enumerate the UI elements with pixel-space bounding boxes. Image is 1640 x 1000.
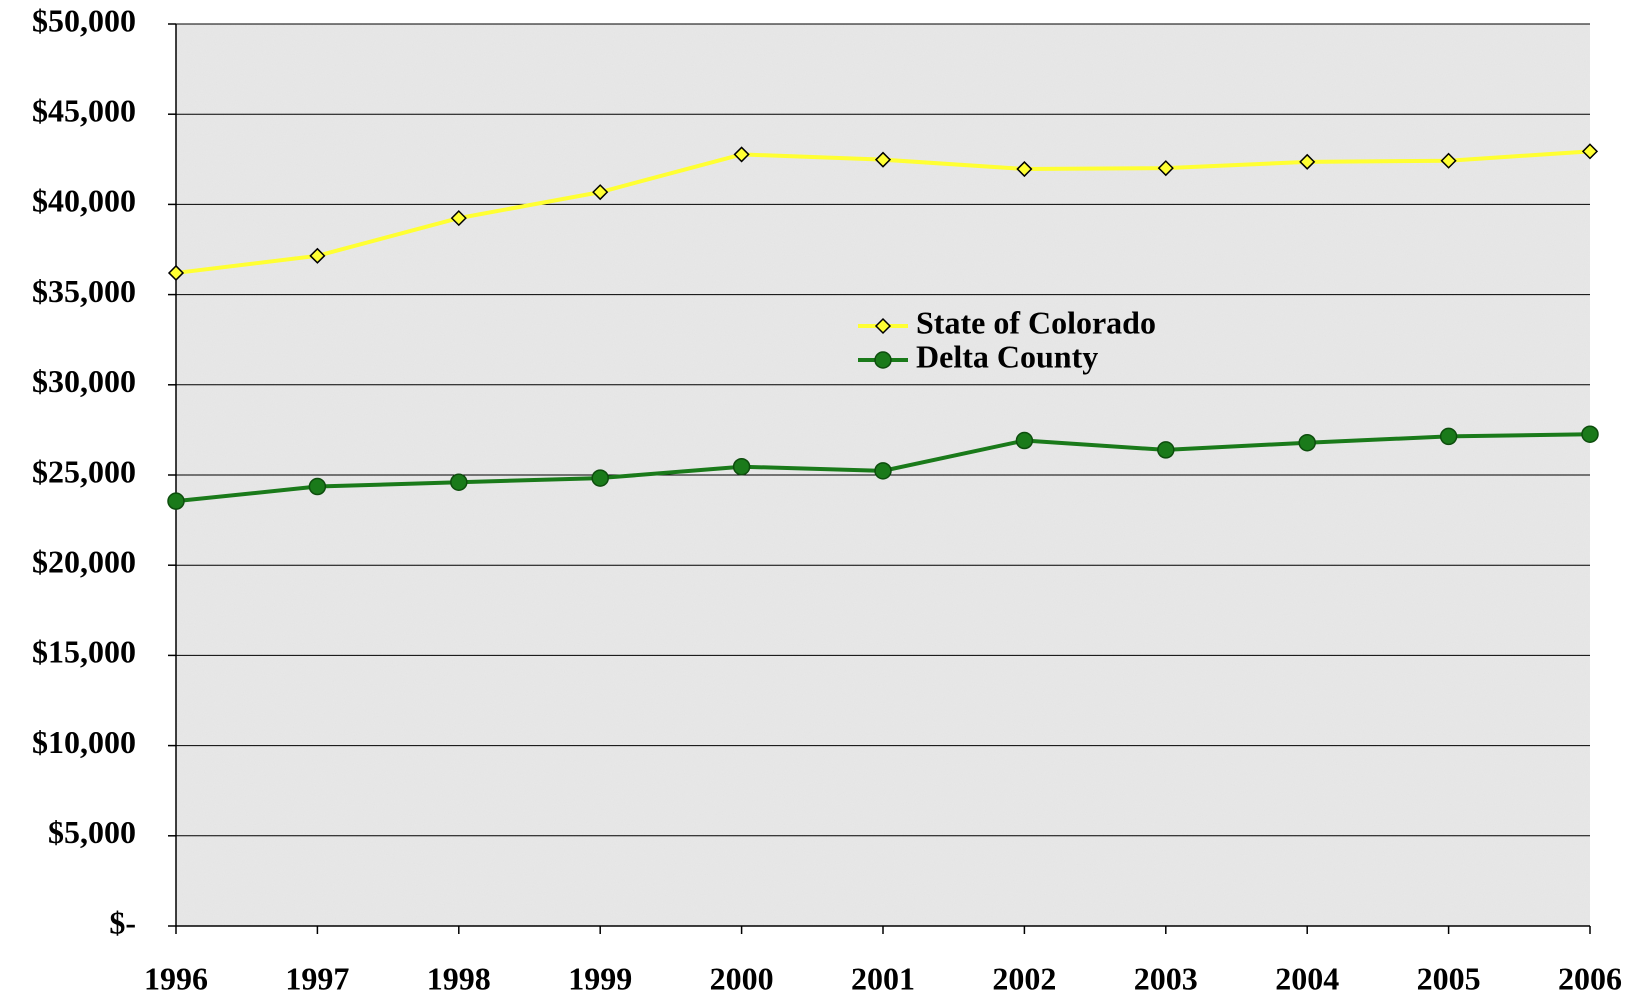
marker [450,473,468,491]
x-tick-label: 2006 [1558,960,1622,996]
legend-label: Delta County [916,338,1098,374]
x-tick-label: 1997 [285,960,349,996]
y-tick-label: $- [109,904,136,940]
y-tick-label: $15,000 [32,634,136,670]
y-tick-label: $30,000 [32,363,136,399]
marker [874,462,892,480]
y-tick-label: $25,000 [32,453,136,489]
legend-marker [874,351,892,369]
x-tick-label: 2005 [1417,960,1481,996]
x-tick-label: 1999 [568,960,632,996]
marker [592,184,609,201]
x-tick-label: 2001 [851,960,915,996]
y-tick-label: $20,000 [32,544,136,580]
x-tick-label: 2003 [1134,960,1198,996]
y-tick-label: $45,000 [32,93,136,129]
y-tick-label: $10,000 [32,724,136,760]
marker [1016,160,1033,178]
marker [309,247,326,264]
marker [450,210,467,227]
marker [1298,433,1316,452]
marker [1581,143,1599,160]
marker [167,492,185,510]
marker [732,457,751,476]
marker [1440,152,1457,169]
marker [308,477,327,496]
legend-marker [874,317,892,335]
marker [733,146,750,163]
x-tick-label: 1998 [427,960,491,996]
marker [1439,427,1458,446]
marker [1299,153,1316,170]
marker [1581,425,1599,443]
marker [1015,431,1034,450]
y-tick-label: $35,000 [32,273,136,309]
y-tick-label: $50,000 [32,2,136,38]
x-tick-label: 1996 [144,960,208,996]
legend-label: State of Colorado [916,304,1156,340]
x-tick-label: 2002 [992,960,1056,996]
marker [167,264,185,282]
marker [591,469,609,487]
y-tick-label: $5,000 [48,814,136,850]
marker [874,151,892,168]
x-tick-label: 2004 [1275,960,1339,996]
y-tick-label: $40,000 [32,183,136,219]
marker [1157,160,1174,177]
x-tick-label: 2000 [710,960,774,996]
marker [1157,441,1175,459]
